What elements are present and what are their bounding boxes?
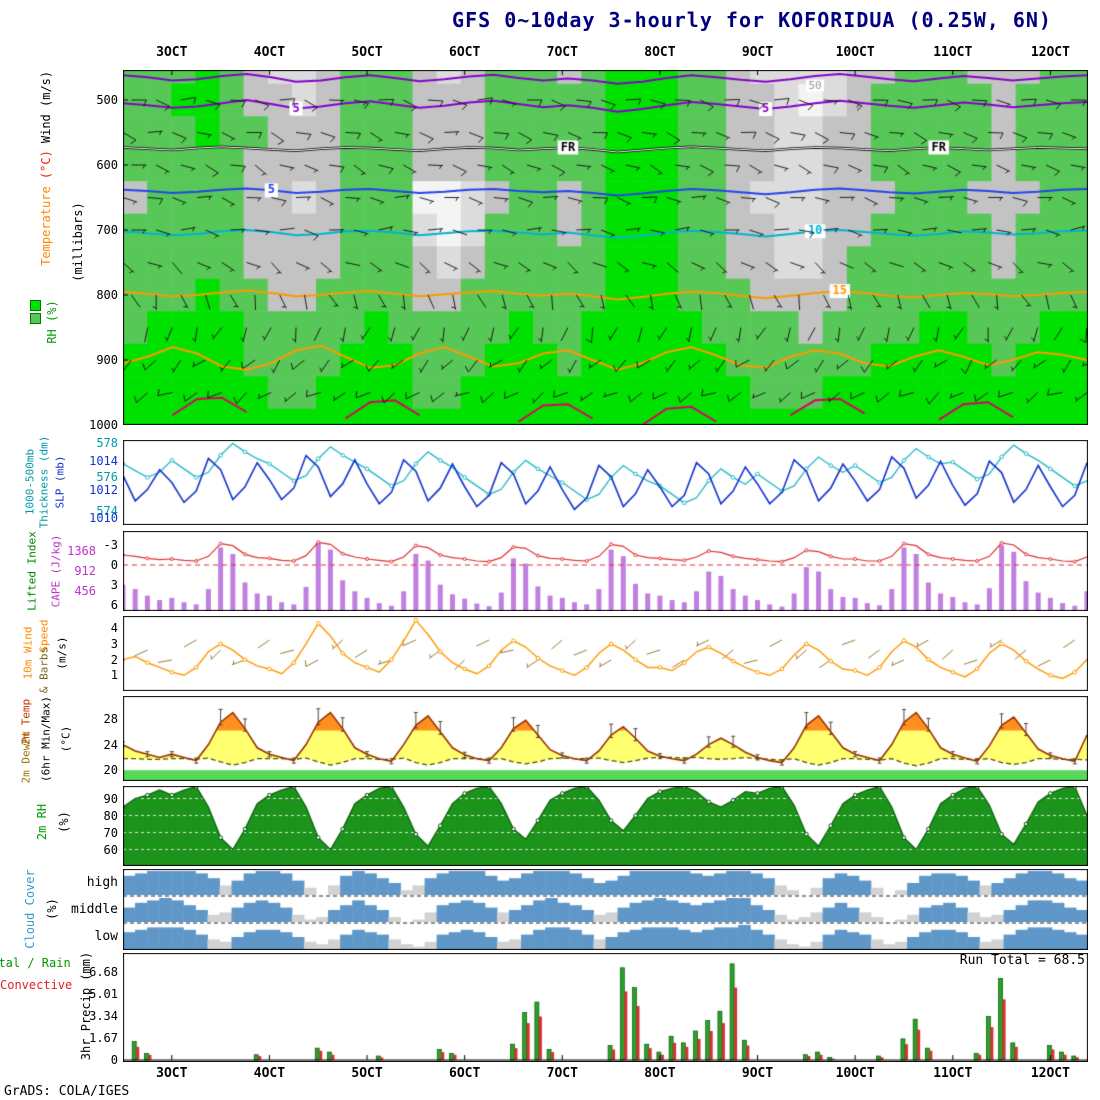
axis-tick-label: high: [86, 874, 118, 890]
wind10m-label: 10m Wind: [21, 626, 35, 680]
axis-tick-label: 1012: [89, 482, 118, 497]
temp2m-unit-label: (°C): [59, 725, 73, 753]
axis-tick-label: 3.34: [89, 1009, 118, 1023]
axis-tick-label: 578: [96, 436, 118, 451]
rh-shading-label: RH (%): [45, 300, 59, 344]
axis-tick-label: 1368: [67, 544, 96, 558]
temp2m-chart: [123, 696, 1088, 781]
x-axis-label-top: 12OCT: [1030, 45, 1070, 60]
x-axis-label-bottom: 7OCT: [546, 1066, 578, 1081]
cape-label: CAPE (J/kg): [49, 534, 63, 608]
axis-tick-label: 500: [96, 93, 118, 107]
precip-convective-label: Convective: [0, 978, 73, 992]
x-axis-label-top: 3OCT: [156, 45, 188, 60]
slp-thickness-chart: [123, 440, 1088, 525]
rh2m-chart: [123, 786, 1088, 866]
x-axis-label-top: 7OCT: [546, 45, 578, 60]
axis-tick-label: 90: [103, 791, 118, 806]
axis-tick-label: 912: [74, 564, 96, 578]
wind10m-unit-label: (m/s): [55, 636, 69, 670]
thickness-range-label: 1000-500mb: [23, 448, 37, 516]
minmax-label: (6hr Min/Max): [39, 695, 53, 783]
x-axis-label-bottom: 5OCT: [351, 1066, 383, 1081]
x-axis-label-bottom: 4OCT: [253, 1066, 286, 1081]
axis-tick-label: 1.67: [89, 1031, 118, 1045]
axis-tick-label: 24: [103, 737, 118, 752]
x-axis-label-top: 5OCT: [351, 45, 383, 60]
axis-tick-label: 6: [110, 598, 118, 612]
axis-tick-label: 4: [110, 621, 118, 636]
millibars-axis-label: (millibars): [71, 202, 85, 282]
axis-tick-label: 5.01: [89, 987, 118, 1002]
x-axis-label-top: 8OCT: [644, 45, 676, 60]
temperature-unit: (°C): [39, 150, 53, 180]
wind10m-barbs-label: & Barbs: [37, 646, 51, 694]
axis-tick-label: 700: [96, 223, 118, 237]
axis-tick-label: 20: [103, 763, 118, 778]
wind-axis-label: Wind (m/s): [39, 70, 53, 144]
x-axis-label-top: 6OCT: [449, 45, 481, 60]
rh-legend-swatch-bright: [30, 300, 41, 311]
lifted-index-label: Lifted Index: [25, 531, 39, 611]
dewpoint-label: 2m DewPt: [19, 730, 33, 784]
x-axis-label-top: 4OCT: [253, 45, 286, 60]
axis-tick-label: 3: [110, 578, 118, 592]
precip-total-label: Total / Rain: [0, 956, 71, 970]
credit: GrADS: COLA/IGES: [4, 1084, 130, 1099]
upper-air-cross-section: [123, 70, 1088, 425]
x-axis-label-bottom: 6OCT: [449, 1066, 481, 1081]
axis-tick-label: 2: [110, 652, 118, 667]
axis-tick-label: 3: [110, 636, 118, 651]
axis-tick-label: 70: [103, 825, 118, 840]
axis-tick-label: 1014: [89, 454, 118, 469]
axis-tick-label: 80: [103, 808, 118, 823]
rh2m-unit-label: (%): [57, 811, 71, 833]
axis-tick-label: 60: [103, 842, 118, 857]
x-axis-label-bottom: 11OCT: [933, 1066, 973, 1081]
cloud-unit-label: (%): [45, 898, 59, 920]
precip-chart: [123, 953, 1088, 1062]
x-axis-label-top: 11OCT: [933, 45, 973, 60]
temperature-word: Temperature: [39, 179, 53, 266]
axis-tick-label: 576: [96, 470, 118, 485]
x-axis-label-bottom: 12OCT: [1030, 1066, 1070, 1081]
temperature-axis-label: Temperature (°C): [39, 150, 53, 266]
axis-tick-label: -3: [103, 538, 118, 552]
axis-tick-label: 6.68: [89, 965, 118, 980]
axis-tick-label: 1000: [89, 418, 118, 432]
x-axis-label-top: 10OCT: [835, 45, 875, 60]
thickness-label: Thickness (dm): [37, 435, 51, 529]
axis-tick-label: 28: [103, 712, 118, 726]
axis-tick-label: 800: [96, 288, 118, 302]
axis-tick-label: 456: [74, 584, 96, 598]
axis-tick-label: 0: [110, 1053, 118, 1067]
axis-tick-label: low: [94, 928, 118, 944]
axis-tick-label: 900: [96, 353, 118, 367]
x-axis-label-bottom: 8OCT: [644, 1066, 676, 1081]
x-axis-label-bottom: 10OCT: [835, 1066, 875, 1081]
slp-label: SLP (mb): [53, 455, 67, 509]
x-axis-label-bottom: 3OCT: [156, 1066, 188, 1081]
axis-tick-label: 1: [110, 668, 118, 683]
chart-title: GFS 0~10day 3-hourly for KOFORIDUA (0.25…: [452, 8, 1052, 32]
axis-tick-label: 1010: [89, 510, 118, 525]
wind10m-chart: [123, 616, 1088, 691]
run-total-label: Run Total = 68.5: [959, 953, 1085, 968]
cloud-cover-label: Cloud Cover: [23, 869, 37, 949]
axis-tick-label: 600: [96, 158, 118, 172]
rh-legend-swatch-green: [30, 313, 41, 324]
cape-lifted-index-chart: [123, 531, 1088, 611]
x-axis-label-bottom: 9OCT: [741, 1066, 774, 1081]
x-axis-label-top: 9OCT: [741, 45, 774, 60]
axis-tick-label: 0: [110, 558, 118, 572]
rh2m-label: 2m RH: [35, 803, 49, 841]
axis-tick-label: 574: [96, 504, 118, 519]
cloud-cover-chart: [123, 869, 1088, 950]
axis-tick-label: middle: [71, 901, 118, 917]
